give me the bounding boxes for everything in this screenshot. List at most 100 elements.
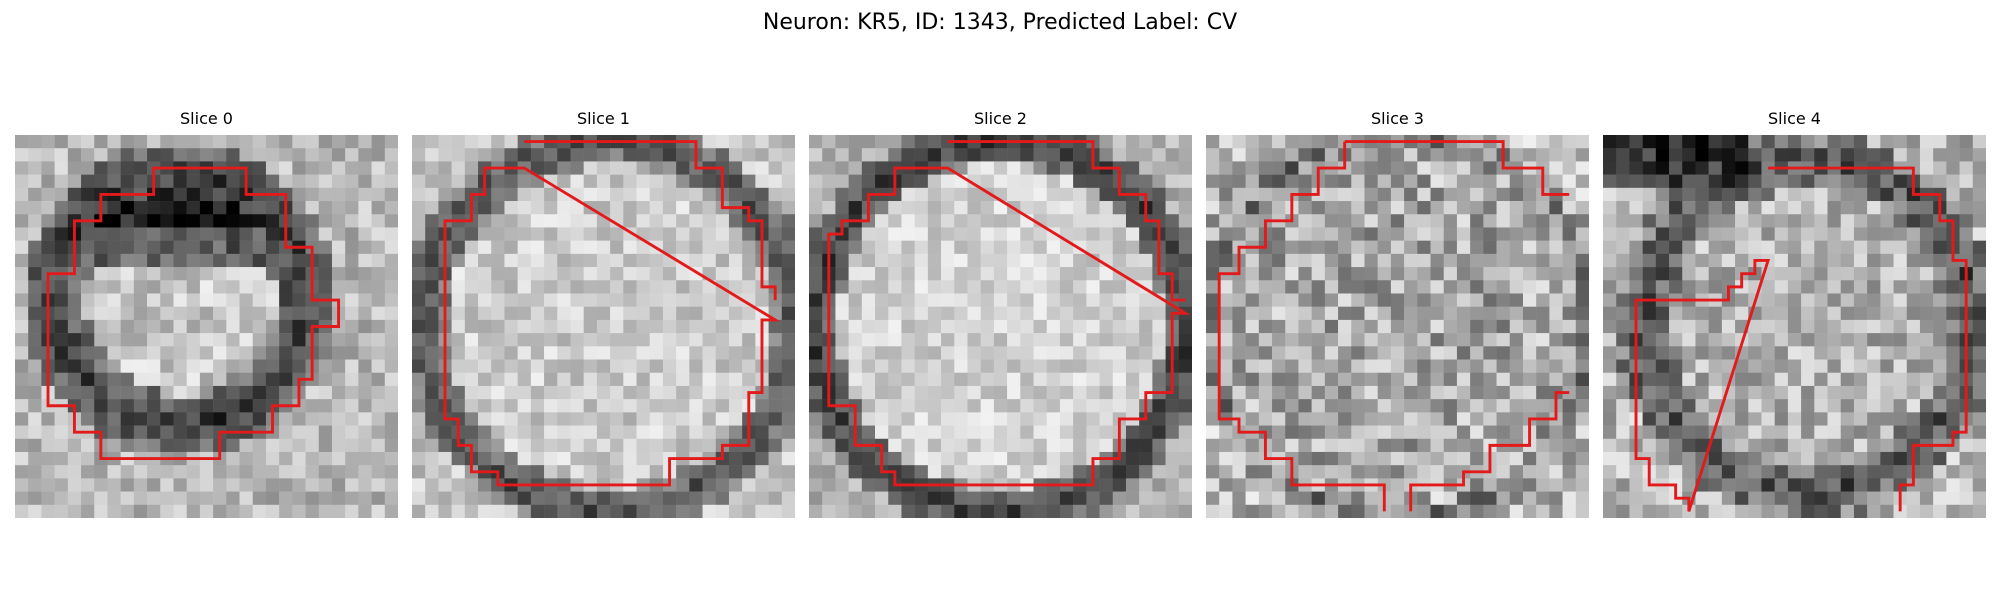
pixel — [1219, 253, 1233, 268]
pixel — [1603, 359, 1617, 373]
pixel — [1880, 359, 1894, 373]
pixel — [504, 412, 518, 426]
pixel — [265, 161, 280, 175]
pixel — [1575, 412, 1589, 426]
pixel — [1443, 359, 1458, 373]
pixel — [1801, 425, 1815, 440]
pixel — [610, 372, 624, 387]
pixel — [1721, 425, 1736, 440]
pixel — [1761, 227, 1775, 241]
pixel — [1007, 504, 1021, 518]
pixel — [1311, 306, 1326, 321]
pixel — [1695, 319, 1709, 334]
pixel — [1417, 372, 1431, 387]
pixel — [1655, 465, 1670, 479]
pixel — [1364, 333, 1378, 347]
pixel — [199, 478, 214, 492]
pixel — [530, 491, 545, 506]
pixel — [491, 425, 505, 440]
pixel — [331, 214, 346, 228]
pixel — [1840, 465, 1855, 479]
pixel — [1324, 425, 1339, 440]
pixel — [384, 385, 398, 400]
pixel — [147, 293, 161, 307]
pixel — [557, 438, 571, 453]
pixel — [1536, 280, 1550, 294]
pixel — [1669, 385, 1683, 400]
pixel — [1867, 280, 1881, 294]
pixel — [199, 504, 214, 518]
pixel — [94, 240, 108, 255]
pixel — [226, 319, 240, 334]
pixel — [1139, 148, 1153, 162]
pixel — [292, 465, 306, 479]
pixel — [1059, 161, 1074, 175]
pixel — [1007, 465, 1021, 479]
pixel — [1735, 359, 1749, 373]
pixel — [412, 359, 426, 373]
pixel — [755, 465, 769, 479]
pixel — [875, 214, 889, 228]
pixel — [1603, 227, 1617, 241]
pixel — [901, 359, 915, 373]
pixel — [1206, 425, 1220, 440]
pixel — [676, 478, 690, 492]
pixel — [1603, 465, 1617, 479]
pixel — [120, 161, 135, 175]
pixel — [1562, 201, 1577, 215]
pixel — [1748, 240, 1762, 255]
pixel — [186, 346, 201, 360]
pixel — [809, 478, 823, 492]
pixel — [1721, 161, 1736, 175]
pixel — [1669, 240, 1683, 255]
pixel — [1814, 359, 1828, 373]
pixel — [557, 385, 571, 400]
pixel — [1522, 227, 1537, 241]
pixel — [1827, 214, 1841, 228]
pixel — [1311, 346, 1326, 360]
pixel — [1007, 451, 1021, 466]
pixel — [41, 465, 55, 479]
pixel — [265, 372, 280, 387]
pixel — [927, 240, 942, 255]
pixel — [1827, 451, 1841, 466]
pixel — [1669, 187, 1683, 202]
pixel — [1814, 240, 1828, 255]
pixel — [1629, 135, 1643, 149]
pixel — [1298, 372, 1312, 387]
pixel — [491, 346, 505, 360]
pixel — [41, 478, 55, 492]
pixel — [781, 491, 795, 506]
pixel — [1165, 399, 1180, 413]
pixel — [583, 148, 598, 162]
pixel — [81, 372, 95, 387]
pixel — [41, 174, 55, 189]
pixel — [557, 306, 571, 321]
pixel — [1933, 267, 1947, 281]
pixel — [1708, 267, 1723, 281]
pixel — [1443, 385, 1458, 400]
pixel — [1496, 478, 1511, 492]
pixel — [1404, 425, 1418, 440]
pixel — [517, 253, 532, 268]
pixel — [451, 491, 466, 506]
pixel — [239, 253, 253, 268]
pixel — [252, 412, 267, 426]
pixel — [1919, 135, 1934, 149]
pixel — [147, 504, 161, 518]
pixel — [107, 148, 121, 162]
pixel — [1443, 214, 1458, 228]
pixel — [464, 280, 479, 294]
pixel — [875, 478, 889, 492]
pixel — [305, 227, 320, 241]
pixel — [1496, 465, 1511, 479]
pixel — [1232, 319, 1246, 334]
pixel — [1919, 227, 1934, 241]
pixel — [781, 161, 795, 175]
pixel — [517, 451, 532, 466]
pixel — [530, 319, 545, 334]
pixel — [954, 148, 968, 162]
pixel — [1959, 187, 1974, 202]
pixel — [1827, 293, 1841, 307]
pixel — [875, 253, 889, 268]
